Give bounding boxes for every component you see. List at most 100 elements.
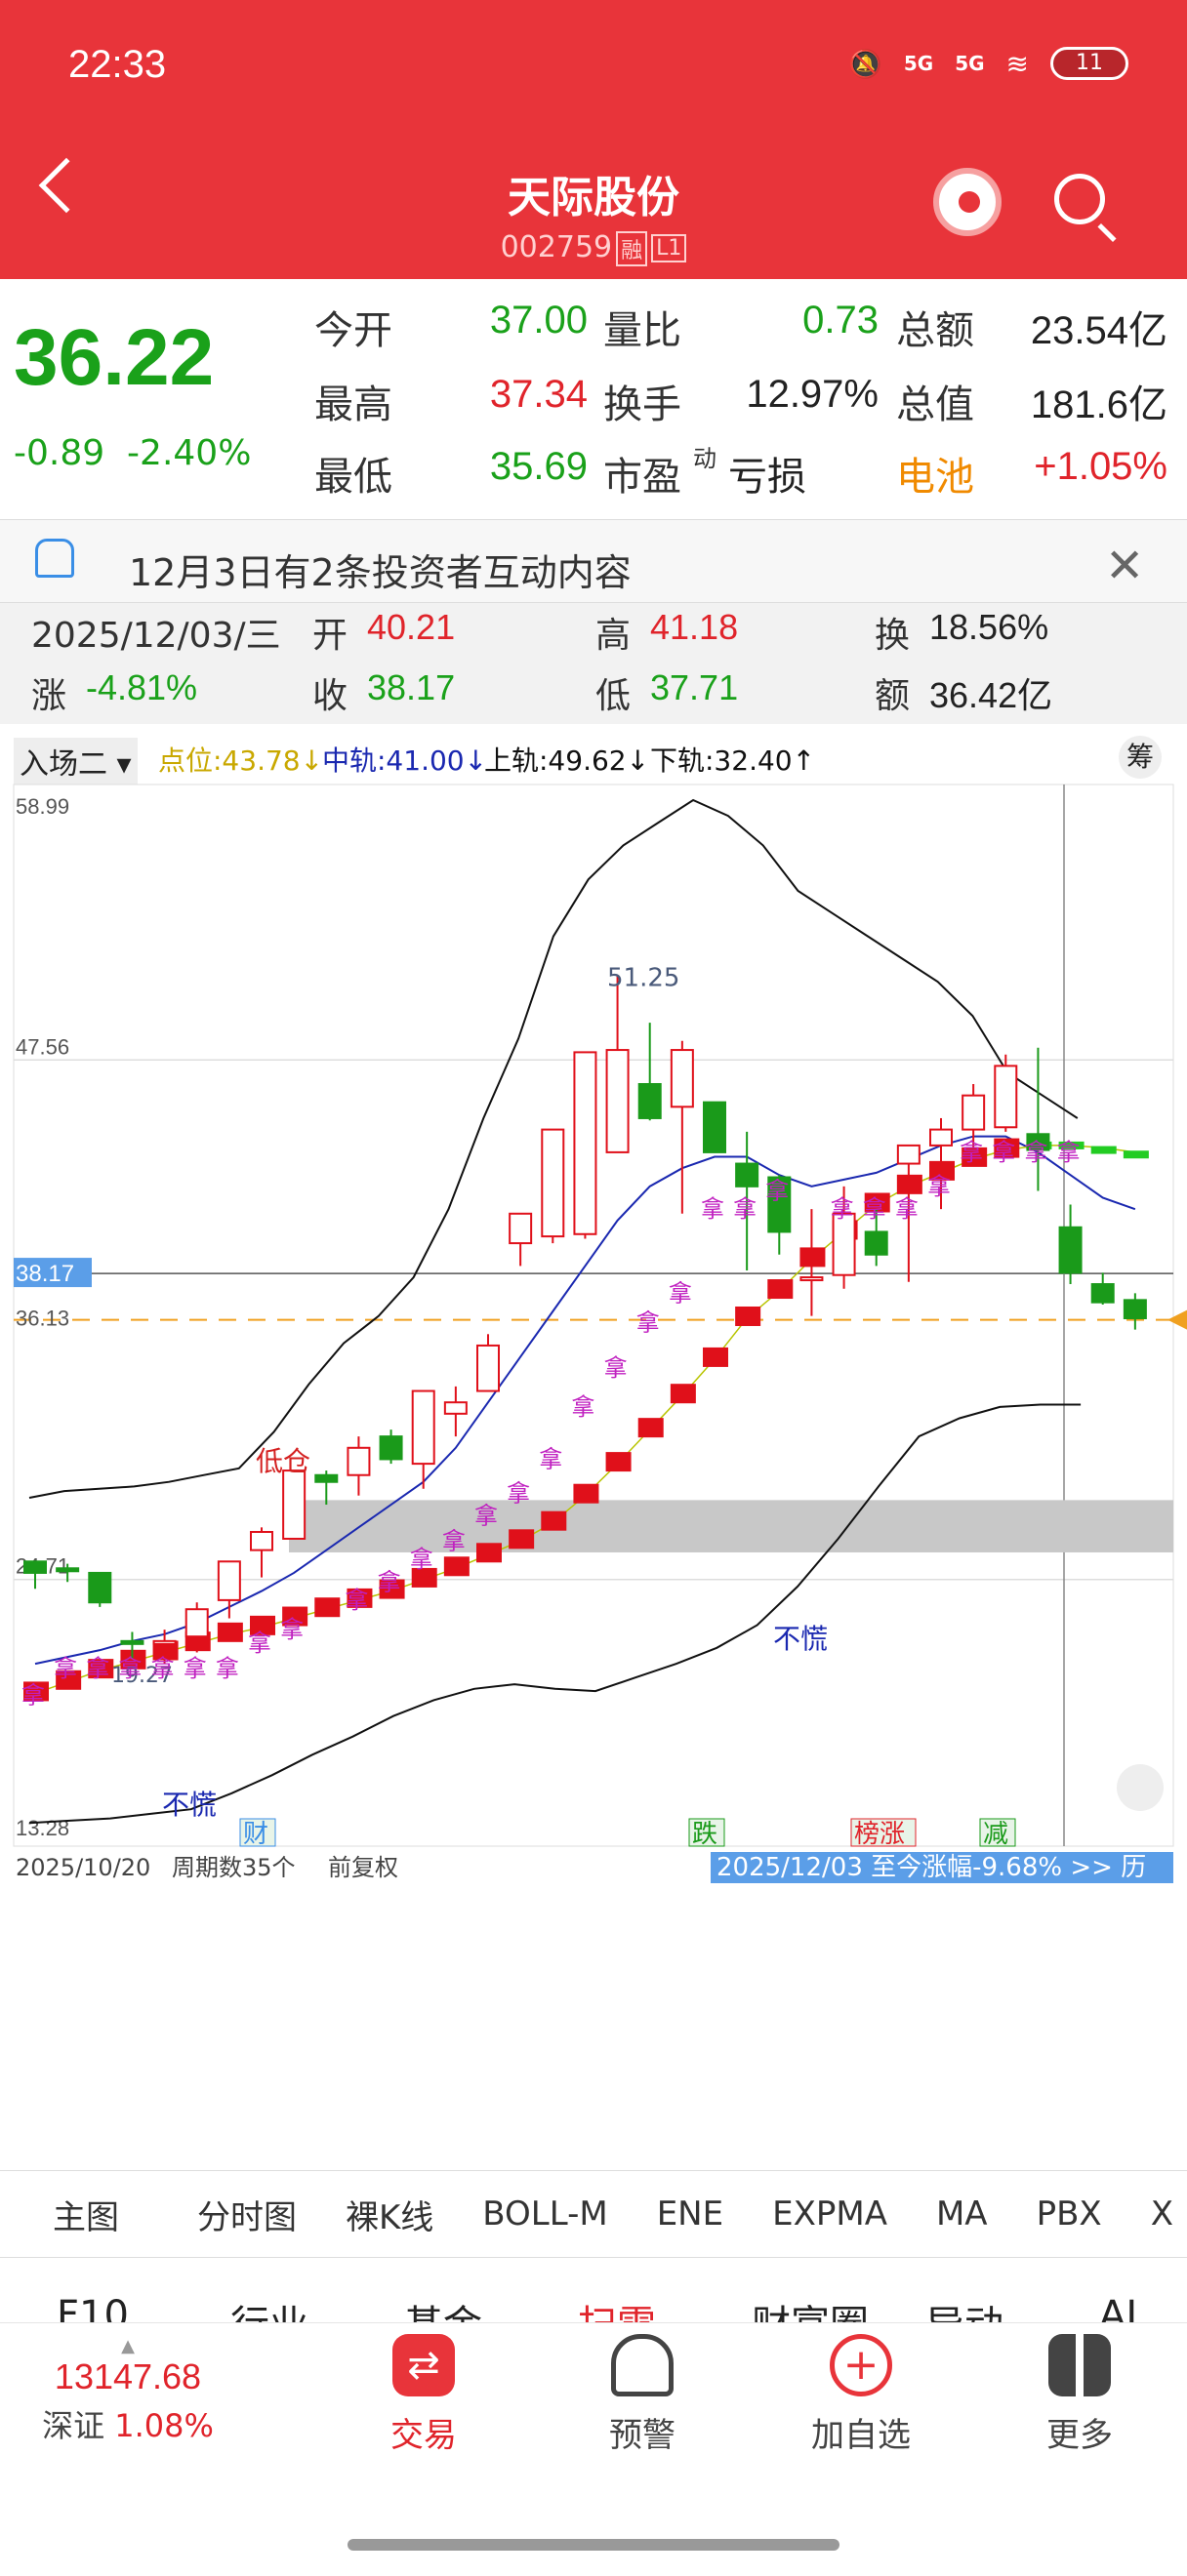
trail-block: [509, 1529, 535, 1550]
take-label: 拿: [21, 1682, 45, 1710]
take-label: 拿: [280, 1616, 304, 1643]
indicator-selector[interactable]: 入场二 ▾: [14, 738, 138, 785]
nav-watch[interactable]: + 加自选: [802, 2334, 920, 2456]
candle-body: [670, 1049, 694, 1108]
y-tick-label: 38.17: [16, 1261, 74, 1287]
shanggui-label: 上轨:49.62↓: [484, 745, 650, 777]
quote-value: 37.34: [489, 373, 588, 416]
nav-trade[interactable]: ⇄ 交易: [365, 2334, 482, 2456]
take-label: 拿: [378, 1568, 401, 1595]
index-value: 13147.68: [54, 2356, 202, 2396]
candle-body: [347, 1446, 371, 1476]
candle-body: [56, 1567, 80, 1573]
trail-block: [250, 1615, 275, 1635]
chart-tab[interactable]: EXPMA: [772, 2194, 887, 2234]
take-label: 拿: [539, 1445, 562, 1472]
event-tag: 减: [983, 1820, 1008, 1849]
trail-block-green: [1123, 1150, 1149, 1159]
chip-button[interactable]: 筹: [1119, 736, 1162, 779]
candle-body: [637, 1083, 662, 1119]
quote-label: 最高: [314, 382, 392, 427]
chart-tab[interactable]: 主图: [53, 2197, 119, 2237]
trail-block: [120, 1649, 146, 1670]
trail-block: [637, 1418, 664, 1438]
candle-body: [703, 1101, 726, 1153]
ohlc-value: 38.17: [367, 667, 456, 707]
ohlc-value: 37.71: [650, 667, 739, 707]
ohlc-key: 额: [875, 676, 911, 716]
battery-icon: 11: [1050, 47, 1128, 80]
index-pct: 1.08%: [114, 2407, 214, 2444]
take-label: 拿: [701, 1195, 724, 1223]
low-position-label: 低仓: [256, 1445, 310, 1477]
trade-icon: ⇄: [392, 2334, 455, 2396]
quote-label: 换手: [603, 382, 681, 427]
chart-tab[interactable]: PBX: [1036, 2194, 1102, 2234]
top-bar: 22:33 🔕 5G 5G ≋ 11 天际股份 002759 融 L1: [0, 0, 1187, 279]
price-marker: [1167, 1309, 1187, 1330]
index-line: 深证 1.08%: [35, 2401, 221, 2446]
wifi-icon: ≋: [1005, 47, 1029, 80]
take-label: 拿: [410, 1546, 433, 1573]
candle-body: [1026, 1133, 1050, 1151]
chart-tab[interactable]: X: [1150, 2194, 1173, 2234]
take-label: 拿: [345, 1587, 368, 1614]
notice-text[interactable]: 12月3日有2条投资者互动内容: [129, 551, 632, 594]
candle-body: [152, 1639, 177, 1645]
candle-body: [379, 1435, 403, 1461]
change-pct: -2.40%: [127, 433, 252, 473]
boll-upper-line: [28, 798, 1079, 1499]
chart-tab[interactable]: ENE: [656, 2194, 724, 2234]
index-widget[interactable]: ▲ 13147.68 深证 1.08%: [35, 2336, 221, 2446]
trail-block: [443, 1556, 470, 1577]
candle-body: [929, 1128, 953, 1147]
quote-value: +1.05%: [1034, 445, 1167, 488]
y-tick-label: 13.28: [16, 1816, 69, 1840]
home-indicator[interactable]: [348, 2539, 839, 2551]
mascot-icon[interactable]: [933, 168, 1002, 236]
trail-block: [864, 1192, 890, 1213]
kline-chart[interactable]: 58.9947.5638.1736.1324.7113.2851.2519.27…: [0, 781, 1187, 2166]
trail-block: [767, 1279, 794, 1300]
period-count: 周期数35个: [172, 1854, 296, 1881]
nav-more-label: 更多: [1046, 2416, 1113, 2455]
candle-body: [541, 1128, 565, 1238]
quote-value: 181.6亿: [1030, 383, 1167, 426]
event-tag: 榜涨: [854, 1820, 905, 1849]
ohlc-key: 高: [595, 616, 632, 656]
trail-block: [962, 1147, 988, 1167]
chart-tab[interactable]: 分时图: [197, 2197, 297, 2237]
candle-body: [573, 1051, 597, 1235]
candle-body: [799, 1276, 824, 1282]
ohlc-value: 36.42亿: [929, 675, 1053, 715]
calm-label-1: 不慌: [773, 1623, 828, 1655]
pe-dynamic-sup: 动: [693, 445, 716, 472]
trail-block: [605, 1452, 632, 1472]
search-icon[interactable]: [1054, 174, 1105, 224]
trail-block: [88, 1659, 114, 1679]
chart-tabs: 主图 分时图 裸K线 BOLL-M ENE EXPMA MA PBX X: [0, 2170, 1187, 2258]
ohlc-value: 40.21: [367, 607, 456, 647]
trail-block: [56, 1670, 82, 1690]
ohlc-key: 收: [312, 676, 348, 716]
take-label: 拿: [1024, 1139, 1047, 1166]
nav-more[interactable]: 更多: [1021, 2334, 1138, 2456]
candle-body: [896, 1144, 921, 1165]
up-arrow-icon: ▲: [121, 2336, 135, 2356]
chart-tab[interactable]: 裸K线: [346, 2197, 434, 2237]
notice-bar[interactable]: [0, 519, 1187, 603]
trail-block: [379, 1579, 405, 1599]
adjust-mode: 前复权: [328, 1854, 398, 1881]
signal-5g-icon: 5G: [903, 52, 934, 75]
candle-body: [120, 1639, 144, 1645]
close-icon[interactable]: ✕: [1105, 539, 1145, 593]
take-label: 拿: [733, 1195, 757, 1223]
chart-tab[interactable]: BOLL-M: [482, 2194, 608, 2234]
take-label: 拿: [669, 1279, 692, 1307]
nav-alert[interactable]: 预警: [584, 2334, 701, 2456]
chart-tab[interactable]: MA: [935, 2194, 988, 2234]
chart-frame: [13, 784, 1174, 1847]
expand-icon: [1117, 1764, 1164, 1811]
take-label: 拿: [992, 1139, 1015, 1166]
quote-label: 总额: [896, 308, 974, 353]
